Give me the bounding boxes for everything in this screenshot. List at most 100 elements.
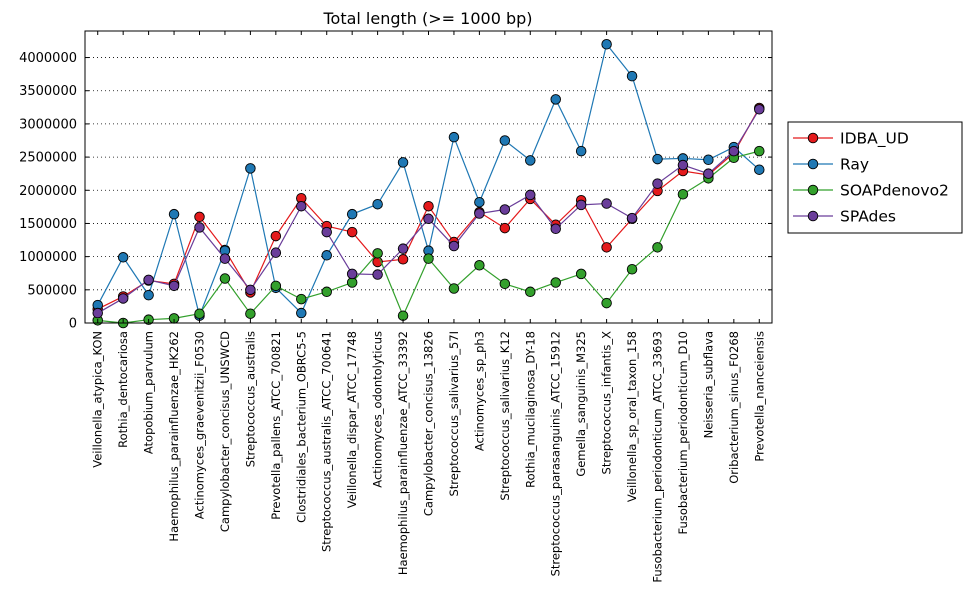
- data-point: [397, 254, 409, 265]
- y-tick-label: 1000000: [19, 250, 77, 265]
- data-point: [474, 196, 485, 208]
- data-point: [143, 289, 154, 301]
- y-axis: 0 500000 1000000 1500000 2000000 2500000 30000…: [19, 51, 772, 332]
- series-layer: [92, 39, 765, 329]
- x-category-label: Streptococcus_parasanguinis_ATCC_15912: [549, 331, 563, 576]
- data-point: [525, 286, 536, 298]
- x-category-label: Atopobium_parvulum: [142, 331, 156, 454]
- data-point: [626, 70, 638, 82]
- legend-label: Ray: [840, 156, 869, 174]
- data-point: [652, 178, 663, 189]
- data-point: [397, 243, 409, 254]
- legend-marker: [807, 132, 819, 144]
- x-category-label: Gemella_sanguinis_M325: [574, 331, 588, 477]
- x-category-label: Clostridiales_bacterium_OBRC5-5: [294, 331, 308, 523]
- data-point: [550, 223, 561, 235]
- data-point: [499, 204, 511, 215]
- data-point: [575, 145, 587, 157]
- data-point: [525, 189, 536, 201]
- data-point: [601, 39, 612, 50]
- data-point: [575, 268, 587, 280]
- data-point: [194, 211, 205, 223]
- data-point: [575, 199, 587, 211]
- data-point: [525, 155, 536, 166]
- x-category-label: Haemophilus_parainfluenzae_ATCC_33392: [396, 331, 410, 575]
- data-point: [194, 222, 205, 233]
- data-point: [245, 163, 256, 174]
- x-category-label: Rothia_mucilaginosa_DY-18: [523, 331, 537, 488]
- data-point: [117, 293, 129, 304]
- data-point: [626, 263, 638, 275]
- y-tick-label: 2500000: [19, 151, 77, 166]
- data-point: [423, 200, 434, 212]
- y-tick-label: 3000000: [19, 117, 77, 132]
- legend-marker: [807, 184, 819, 196]
- legend: IDBA_UD Ray SOAPdenovo2 SPAdes: [787, 121, 963, 234]
- chart-title: Total length (>= 1000 bp): [322, 9, 532, 28]
- data-point: [270, 280, 282, 292]
- data-point: [423, 253, 434, 264]
- x-category-label: Streptococcus_salivarius_57I: [447, 331, 461, 497]
- x-category-label: Streptococcus_salivarius_K12: [498, 331, 512, 501]
- data-point: [754, 145, 765, 157]
- data-point: [346, 208, 358, 220]
- data-point: [703, 154, 714, 165]
- legend-label: SOAPdenovo2: [840, 182, 949, 200]
- data-point: [245, 284, 256, 296]
- data-point: [296, 200, 307, 212]
- x-category-label: Prevotella_pallens_ATCC_700821: [269, 331, 283, 520]
- x-category-label: Veillonella_dispar_ATCC_17748: [345, 331, 359, 508]
- x-category-label: Prevotella_nanceiensis: [752, 331, 766, 462]
- data-point: [550, 94, 561, 105]
- data-point: [728, 145, 740, 157]
- legend-marker: [807, 158, 819, 170]
- data-point: [423, 213, 434, 225]
- y-tick-label: 3500000: [19, 84, 77, 99]
- data-point: [194, 308, 205, 319]
- series-spades: [92, 104, 765, 319]
- legend-label: SPAdes: [840, 208, 896, 226]
- data-point: [474, 208, 485, 219]
- data-point: [270, 230, 282, 242]
- data-point: [448, 283, 460, 294]
- x-category-label: Rothia_dentocariosa: [116, 331, 130, 448]
- data-point: [346, 226, 358, 238]
- x-category-label: Fusobacterium_periodonticum_D10: [676, 331, 690, 534]
- data-point: [652, 242, 663, 253]
- data-point: [448, 240, 460, 252]
- data-point: [245, 308, 256, 319]
- data-point: [117, 252, 129, 263]
- y-tick-label: 1500000: [19, 217, 77, 232]
- data-point: [703, 168, 714, 179]
- data-point: [321, 250, 332, 261]
- data-point: [346, 268, 358, 280]
- data-point: [219, 253, 231, 264]
- x-category-label: Campylobacter_concisus_13826: [422, 331, 436, 516]
- x-category-label: Oribacterium_sinus_F0268: [727, 331, 741, 484]
- y-tick-label: 2000000: [19, 184, 77, 199]
- x-category-label: Campylobacter_concisus_UNSWCD: [218, 331, 232, 532]
- data-point: [346, 277, 358, 288]
- data-point: [474, 260, 485, 271]
- series-ray: [92, 39, 765, 321]
- y-tick-label: 0: [69, 317, 77, 332]
- data-point: [677, 159, 689, 171]
- x-category-label: Streptococcus_australis: [243, 331, 257, 467]
- y-tick-label: 500000: [27, 283, 77, 298]
- data-point: [601, 198, 612, 209]
- x-category-label: Veillonella_atypica_KON: [91, 331, 105, 468]
- data-point: [754, 164, 765, 175]
- x-category-label: Veillonella_sp_oral_taxon_158: [625, 331, 639, 502]
- data-point: [652, 153, 663, 165]
- x-category-label: Actinomyces_sp_ph3: [472, 331, 486, 451]
- x-category-label: Actinomyces_graevenitzii_F0530: [193, 331, 207, 519]
- data-point: [550, 277, 561, 288]
- data-point: [270, 247, 282, 258]
- legend-marker: [807, 210, 819, 222]
- data-point: [626, 212, 638, 224]
- legend-label: IDBA_UD: [840, 130, 909, 149]
- data-point: [677, 189, 689, 200]
- x-category-label: Actinomyces_odontolyticus: [371, 331, 385, 488]
- data-point: [143, 274, 154, 286]
